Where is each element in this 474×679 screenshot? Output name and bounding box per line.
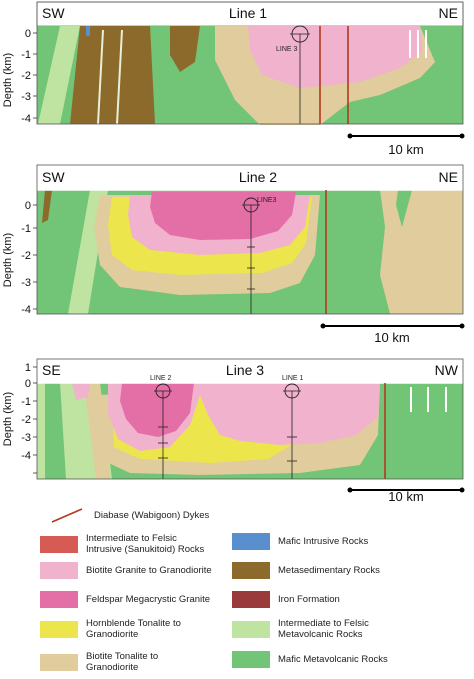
cross-section-line-1: LINE 3 0 -1 -2 -3 -4 Depth (km) SW NE Li… <box>2 1 465 157</box>
legend-label: Intermediate to Felsic Metavolcanic Rock… <box>278 618 369 640</box>
y-axis-label: Depth (km) <box>2 233 14 287</box>
section-title: Line 3 <box>226 362 264 378</box>
y-axis-label: Depth (km) <box>2 392 14 446</box>
section-panel-line-3: LINE 2 LINE 1 1 0 -1 -2 -3 -4 Depth (km)… <box>0 355 474 504</box>
legend-swatch <box>232 533 270 550</box>
legend-swatch <box>40 591 78 608</box>
scale-bar-label: 10 km <box>388 489 423 504</box>
y-tick-label: -4 <box>21 450 31 462</box>
y-tick-label: -2 <box>21 70 31 82</box>
legend-swatch <box>232 620 270 638</box>
y-tick-label: -1 <box>21 396 31 408</box>
cross-section-line-2: LINE3 0 -1 -2 -3 -4 Depth (km) SW NE Lin… <box>2 164 465 345</box>
scale-bar-label: 10 km <box>374 330 409 345</box>
y-tick-label: 0 <box>25 200 31 212</box>
felsic-metavolcanic-unit <box>37 383 45 479</box>
legend-item: Mafic Metavolcanic Rocks <box>232 651 468 668</box>
metasedimentary-unit <box>42 190 52 223</box>
y-tick-label: -1 <box>21 49 31 61</box>
plot-frame <box>36 1 464 125</box>
mafic-intrusive-unit <box>86 26 90 36</box>
legend-item: Biotite Granite to Granodiorite <box>40 562 230 579</box>
legend-item: Mafic Intrusive Rocks <box>232 533 468 550</box>
legend-label: Biotite Tonalite to Granodiorite <box>86 651 159 673</box>
plot-frame <box>36 164 464 315</box>
legend-item: Feldspar Megacrystic Granite <box>40 591 230 608</box>
legend-label: Metasedimentary Rocks <box>278 565 380 576</box>
legend-label: Mafic Metavolcanic Rocks <box>278 654 388 665</box>
legend-item-dyke: Diabase (Wabigoon) Dykes <box>48 507 209 524</box>
corner-label-right: NW <box>435 362 459 378</box>
legend-label: Iron Formation <box>278 594 340 605</box>
legend-item: Hornblende Tonalite to Granodiorite <box>40 618 230 640</box>
legend-item: Intermediate to Felsic Intrusive (Sanuki… <box>40 533 230 555</box>
legend-item: Metasedimentary Rocks <box>232 562 468 579</box>
corner-label-right: NE <box>439 5 458 21</box>
legend-swatch <box>232 562 270 579</box>
y-axis-label: Depth (km) <box>2 53 14 107</box>
section-title: Line 2 <box>239 169 277 185</box>
legend: Diabase (Wabigoon) Dykes Intermediate to… <box>0 500 474 679</box>
y-tick-label: -3 <box>21 91 31 103</box>
intersection-label: LINE 2 <box>150 375 172 382</box>
legend-swatch <box>40 562 78 579</box>
sky-band <box>36 1 464 27</box>
legend-label: Hornblende Tonalite to Granodiorite <box>86 618 181 640</box>
corner-label-left: SW <box>42 5 65 21</box>
corner-label-right: NE <box>439 169 458 185</box>
biotite-granite-unit <box>248 26 422 88</box>
intersection-label: LINE 3 <box>276 46 298 53</box>
legend-label: Biotite Granite to Granodiorite <box>86 565 212 576</box>
legend-swatch <box>40 535 78 553</box>
legend-label: Diabase (Wabigoon) Dykes <box>94 510 210 521</box>
section-panel-line-2: LINE3 0 -1 -2 -3 -4 Depth (km) SW NE Lin… <box>0 164 474 345</box>
legend-item: Biotite Tonalite to Granodiorite <box>40 651 230 673</box>
biotite-tonalite-unit-east <box>380 190 463 314</box>
y-tick-label: 1 <box>25 362 31 374</box>
corner-label-left: SW <box>42 169 65 185</box>
y-tick-label: -2 <box>21 250 31 262</box>
y-tick-label: -3 <box>21 277 31 289</box>
feldspar-megacrystic-granite-unit <box>120 383 194 437</box>
metasedimentary-unit <box>70 26 155 124</box>
legend-label: Mafic Intrusive Rocks <box>278 536 369 547</box>
sky-band <box>37 165 463 190</box>
y-tick-label: -2 <box>21 414 31 426</box>
sky-band <box>37 355 463 383</box>
legend-label: Intermediate to Felsic Intrusive (Sanuki… <box>86 533 205 555</box>
y-tick-label: -4 <box>21 304 31 316</box>
y-tick-label: 0 <box>25 378 31 390</box>
legend-swatch <box>40 653 78 671</box>
corner-label-left: SE <box>42 362 61 378</box>
legend-swatch <box>232 591 270 608</box>
legend-item: Intermediate to Felsic Metavolcanic Rock… <box>232 618 468 640</box>
intersection-label: LINE 1 <box>282 375 304 382</box>
metasedimentary-lens <box>170 26 200 72</box>
y-tick-label: 0 <box>25 28 31 40</box>
y-tick-label: -3 <box>21 432 31 444</box>
legend-label: Feldspar Megacrystic Granite <box>86 594 211 605</box>
scale-bar-label: 10 km <box>388 142 423 157</box>
intersection-label: LINE3 <box>257 197 277 204</box>
feldspar-megacrystic-granite-unit <box>150 192 296 240</box>
cross-section-line-3: LINE 2 LINE 1 1 0 -1 -2 -3 -4 Depth (km)… <box>2 355 465 504</box>
legend-swatch <box>40 620 78 638</box>
felsic-metavolcanic-unit <box>38 26 80 124</box>
y-tick-label: -4 <box>21 113 31 125</box>
legend-item: Iron Formation <box>232 591 468 608</box>
section-panel-line-1: LINE 3 0 -1 -2 -3 -4 Depth (km) SW NE Li… <box>0 0 474 160</box>
dyke-line-icon <box>51 508 83 523</box>
legend-swatch <box>232 651 270 668</box>
section-title: Line 1 <box>229 5 267 21</box>
y-tick-label: -1 <box>21 223 31 235</box>
